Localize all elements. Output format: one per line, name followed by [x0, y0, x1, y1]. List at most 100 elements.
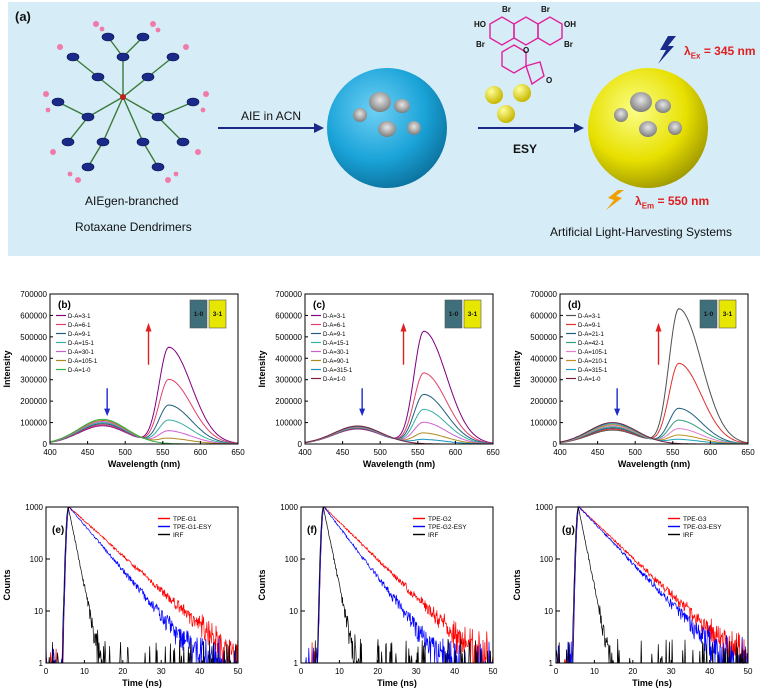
- increase-arrow-head-icon: [655, 322, 662, 332]
- plot-frame: [45, 506, 239, 664]
- x-tick-label: 40: [705, 667, 714, 676]
- decrease-arrow-head-icon: [614, 408, 621, 417]
- y-tick-label: 500000: [275, 333, 302, 342]
- x-tick-label: 450: [81, 448, 95, 457]
- emission-lightning-icon: [606, 190, 624, 210]
- y-tick-label: 0: [43, 440, 48, 449]
- y-tick-label: 200000: [275, 397, 302, 406]
- legend-entry: D-A=6-1: [68, 323, 91, 329]
- vial-icon: [189, 299, 208, 329]
- y-tick-label: 100: [540, 555, 554, 564]
- scheme-graphics: [43, 16, 708, 210]
- series-line-TPE-G1: [45, 506, 239, 664]
- vial-label: 1-0: [449, 311, 459, 318]
- chart-d: 0 100000 200000 300000 400000 500000 600000 700…: [512, 290, 755, 469]
- y-tick-label: 700000: [275, 290, 302, 299]
- x-tick-label: 400: [553, 448, 567, 457]
- plot-frame: [300, 506, 494, 664]
- y-tick-label: 700000: [530, 290, 557, 299]
- y-tick-label: 600000: [530, 311, 557, 320]
- y-tick-label: 10: [289, 607, 298, 616]
- x-tick-label: 600: [449, 448, 463, 457]
- x-tick-label: 10: [335, 667, 344, 676]
- chart-g: 1 10 100 1000 0 10 20 30 40 50 Time (ns) Counts (g) T…: [512, 503, 753, 688]
- legend-entry: D-A=21-1: [578, 332, 605, 338]
- x-tick-label: 50: [744, 667, 753, 676]
- step2-label: ESY: [513, 142, 538, 156]
- x-tick-label: 550: [666, 448, 680, 457]
- legend-entry: D-A=30-1: [68, 350, 95, 356]
- chart-f: 1 10 100 1000 0 10 20 30 40 50 Time (ns) Counts (f) T…: [257, 503, 498, 688]
- chart-e: 1 10 100 1000 0 10 20 30 40 50 Time (ns) Counts (e) T…: [2, 503, 243, 688]
- y-tick-label: 0: [553, 440, 558, 449]
- plot-frame: [49, 293, 239, 445]
- dye-molecule-icon: [489, 16, 563, 86]
- x-tick-label: 40: [450, 667, 459, 676]
- x-tick-label: 10: [590, 667, 599, 676]
- dye-atom-br: Br: [564, 40, 573, 49]
- x-tick-label: 550: [156, 448, 170, 457]
- x-tick-label: 0: [44, 667, 49, 676]
- x-tick-label: 600: [194, 448, 208, 457]
- dye-atom-oh: OH: [564, 20, 576, 29]
- y-tick-label: 100000: [275, 419, 302, 428]
- x-tick-label: 20: [628, 667, 637, 676]
- panel-label: (g): [562, 525, 575, 536]
- legend-entry: D-A=6-1: [323, 323, 346, 329]
- x-tick-label: 450: [591, 448, 605, 457]
- dye-aggregate-icon: [485, 84, 531, 123]
- x-tick-label: 650: [231, 448, 245, 457]
- y-tick-label: 400000: [20, 354, 47, 363]
- x-tick-label: 650: [486, 448, 500, 457]
- excitation-lightning-icon: [658, 36, 676, 64]
- dye-atom-o: O: [523, 46, 530, 55]
- legend-entry: D-A=105-1: [68, 359, 98, 365]
- plot-frame: [304, 293, 494, 445]
- legend-entry: D-A=3-1: [578, 314, 601, 320]
- y-tick-label: 1000: [535, 503, 553, 512]
- legend-entry: D-A=210-1: [578, 359, 608, 365]
- y-tick-label: 600000: [20, 311, 47, 320]
- y-tick-label: 10: [544, 607, 553, 616]
- arrow-icon: [478, 123, 584, 133]
- x-axis-label: Wavelength (nm): [363, 459, 435, 469]
- legend-entry: D-A=15-1: [323, 341, 350, 347]
- x-tick-label: 50: [234, 667, 243, 676]
- vial-label: 3-1: [213, 311, 223, 318]
- decrease-arrow-head-icon: [104, 408, 111, 417]
- panel-label: (c): [313, 300, 325, 311]
- y-tick-label: 500000: [530, 333, 557, 342]
- legend-entry: TPE-G3-ESY: [683, 524, 722, 531]
- y-tick-label: 400000: [275, 354, 302, 363]
- series-line-D-A=3-1: [559, 308, 749, 444]
- y-tick-label: 600000: [275, 311, 302, 320]
- y-tick-label: 300000: [530, 376, 557, 385]
- legend-entry: D-A=30-1: [323, 350, 350, 356]
- legend-entry: D-A=3-1: [323, 314, 346, 320]
- y-tick-label: 100000: [530, 419, 557, 428]
- vial-icon: [718, 299, 737, 329]
- y-axis-label: Intensity: [512, 350, 522, 387]
- legend-entry: TPE-G3: [683, 516, 707, 523]
- dye-atom-br: Br: [502, 5, 511, 14]
- y-tick-label: 1: [549, 659, 554, 668]
- x-tick-label: 450: [336, 448, 350, 457]
- y-tick-label: 200000: [20, 397, 47, 406]
- y-axis-label: Intensity: [2, 350, 12, 387]
- x-tick-label: 10: [80, 667, 89, 676]
- y-tick-label: 300000: [275, 376, 302, 385]
- x-tick-label: 40: [195, 667, 204, 676]
- legend-entry: D-A=1-0: [323, 377, 346, 383]
- right-caption: Artificial Light-Harvesting Systems: [550, 225, 733, 239]
- excitation-wavelength-label: λEx = 345 nm: [684, 44, 756, 61]
- series-line-D-A=3-1: [304, 330, 494, 444]
- x-tick-label: 30: [667, 667, 676, 676]
- yellow-sphere-icon: [588, 68, 708, 188]
- series-line-D-A=6-1: [49, 378, 239, 444]
- x-axis-label: Time (ns): [632, 678, 672, 688]
- legend-entry: IRF: [428, 532, 439, 539]
- y-tick-label: 1: [39, 659, 44, 668]
- y-tick-label: 10: [34, 607, 43, 616]
- y-tick-label: 500000: [20, 333, 47, 342]
- vial-label: 3-1: [468, 311, 478, 318]
